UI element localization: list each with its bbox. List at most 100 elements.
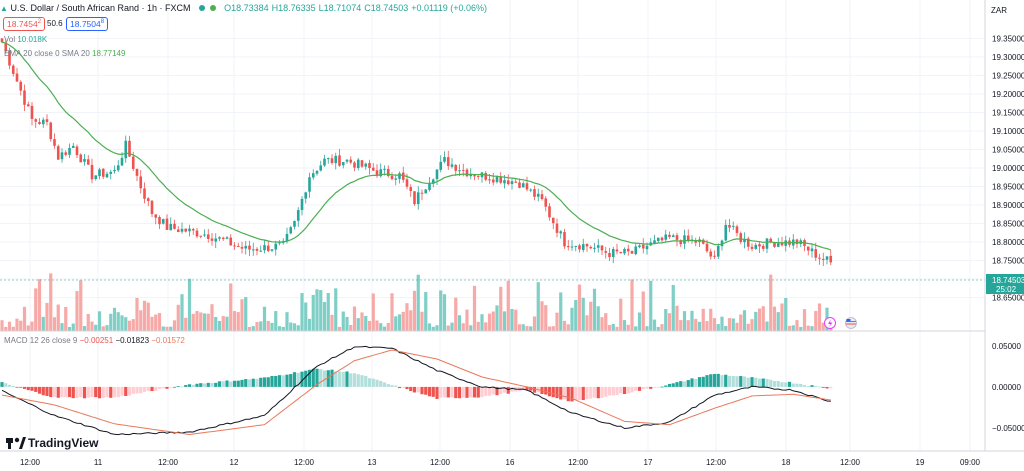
macd-hist-bar (270, 375, 274, 387)
candle-body (296, 210, 300, 221)
macd-hist-bar (814, 385, 818, 387)
volume-bar (596, 306, 600, 331)
lightning-icon[interactable] (824, 317, 836, 329)
candle-body (529, 189, 533, 191)
candle-body (244, 245, 248, 249)
volume-bars (0, 273, 833, 331)
volume-bar (724, 325, 728, 331)
candle-body (56, 146, 60, 160)
ema-legend[interactable]: EMA 20 close 0 SMA 20 18.77149 (4, 49, 126, 58)
candle-body (491, 179, 495, 183)
macd-hist-bar (334, 371, 338, 387)
candle-body (323, 158, 326, 166)
macd-hist-bar (154, 386, 158, 392)
candle-body (188, 228, 191, 232)
volume-bar (386, 323, 390, 331)
macd-hist-bar (454, 386, 458, 399)
volume-bar (334, 288, 338, 331)
volume-bar (795, 320, 799, 331)
macd-hist-bar (570, 386, 574, 402)
candle-body (548, 206, 551, 218)
macd-hist-bar (592, 386, 597, 398)
macd-hist-bar (821, 386, 825, 388)
macd-hist-bar (124, 386, 128, 397)
volume-bar (364, 315, 368, 331)
candle-body (611, 249, 615, 257)
macd-hist-bar (386, 384, 390, 387)
volume-bar (161, 326, 165, 331)
candle-body (308, 177, 311, 192)
macd-hist-bar (765, 378, 769, 387)
candle-body (274, 243, 278, 250)
candle-body (521, 183, 525, 188)
volume-bar (769, 274, 773, 331)
price-axis[interactable]: 19.35000 19.30000 19.25000 19.20000 19.15000… (992, 34, 1024, 302)
candle-body (619, 251, 623, 254)
time-tick-label: 18 (782, 458, 791, 467)
volume-bar (109, 313, 113, 331)
sell-price-button[interactable]: 18.74542 (3, 17, 46, 31)
macd-hist-bar (697, 377, 702, 387)
volume-bar (570, 307, 574, 331)
macd-legend[interactable]: MACD 12 26 close 9 −0.00251 −0.01823 −0.… (4, 336, 185, 345)
volume-bar (754, 311, 758, 331)
macd-hist-bar (562, 386, 567, 400)
candle-body (593, 247, 596, 249)
macd-hist-bar (465, 386, 469, 398)
macd-hist-bar (195, 383, 199, 387)
volume-legend[interactable]: Vol 10.018K (4, 35, 48, 44)
candle-body (814, 249, 818, 258)
volume-bar (30, 321, 34, 331)
macd-hist-bar (251, 378, 255, 387)
candle-body (829, 255, 833, 263)
price-tick-label: 19.20000 (992, 90, 1024, 99)
volume-bar (465, 309, 469, 331)
volume-bar (416, 274, 420, 331)
macd-hist-bar (757, 378, 762, 387)
macd-hist-bar (262, 377, 267, 387)
time-tick-label: 12:00 (158, 458, 179, 467)
volume-bar (86, 313, 90, 331)
macd-hist-bar (450, 386, 454, 398)
macd-hist-bar (799, 383, 803, 387)
candle-body (551, 217, 555, 224)
candle-body (525, 183, 529, 190)
candle-body (41, 119, 45, 125)
macd-hist-bar (660, 386, 664, 388)
volume-bar (577, 284, 582, 331)
us-flag-icon[interactable] (845, 317, 857, 329)
candle-body (345, 159, 349, 162)
collapse-arrow-icon[interactable]: ▲ (0, 4, 8, 13)
tradingview-logo: TradingView (6, 436, 99, 450)
macd-hist-bar (277, 375, 282, 387)
candle-body (413, 191, 416, 205)
macd-hist-bar (371, 378, 375, 387)
macd-hist-bar (394, 385, 398, 387)
candle-body (19, 81, 23, 91)
candle-body (398, 173, 401, 179)
macd-hist-bar (555, 386, 559, 399)
candle-body (214, 238, 218, 242)
candle-body (68, 147, 71, 155)
time-axis[interactable]: 12:00 11 12:00 12 12:00 13 12:00 16 12:00 17 12:00… (20, 458, 981, 467)
macd-hist-bar (506, 386, 510, 394)
volume-bar (127, 320, 132, 331)
macd-hist-bar (120, 386, 124, 396)
candle-body (0, 38, 4, 43)
volume-bar (210, 304, 214, 331)
candle-body (758, 244, 761, 247)
volume-bar (772, 306, 777, 331)
candle-body (116, 165, 120, 171)
time-tick-label: 13 (368, 458, 377, 467)
volume-bar (457, 315, 462, 331)
volume-bar (709, 308, 713, 331)
buy-price-button[interactable]: 18.75048 (66, 17, 109, 31)
symbol-title[interactable]: U.S. Dollar / South African Rand · 1h · … (10, 3, 191, 13)
macd-hist-bar (210, 382, 214, 387)
volume-bar (574, 299, 578, 331)
candle-body (446, 157, 450, 167)
volume-bar (142, 300, 147, 331)
price-tick-label: 18.75000 (992, 257, 1024, 266)
volume-bar (217, 320, 222, 331)
